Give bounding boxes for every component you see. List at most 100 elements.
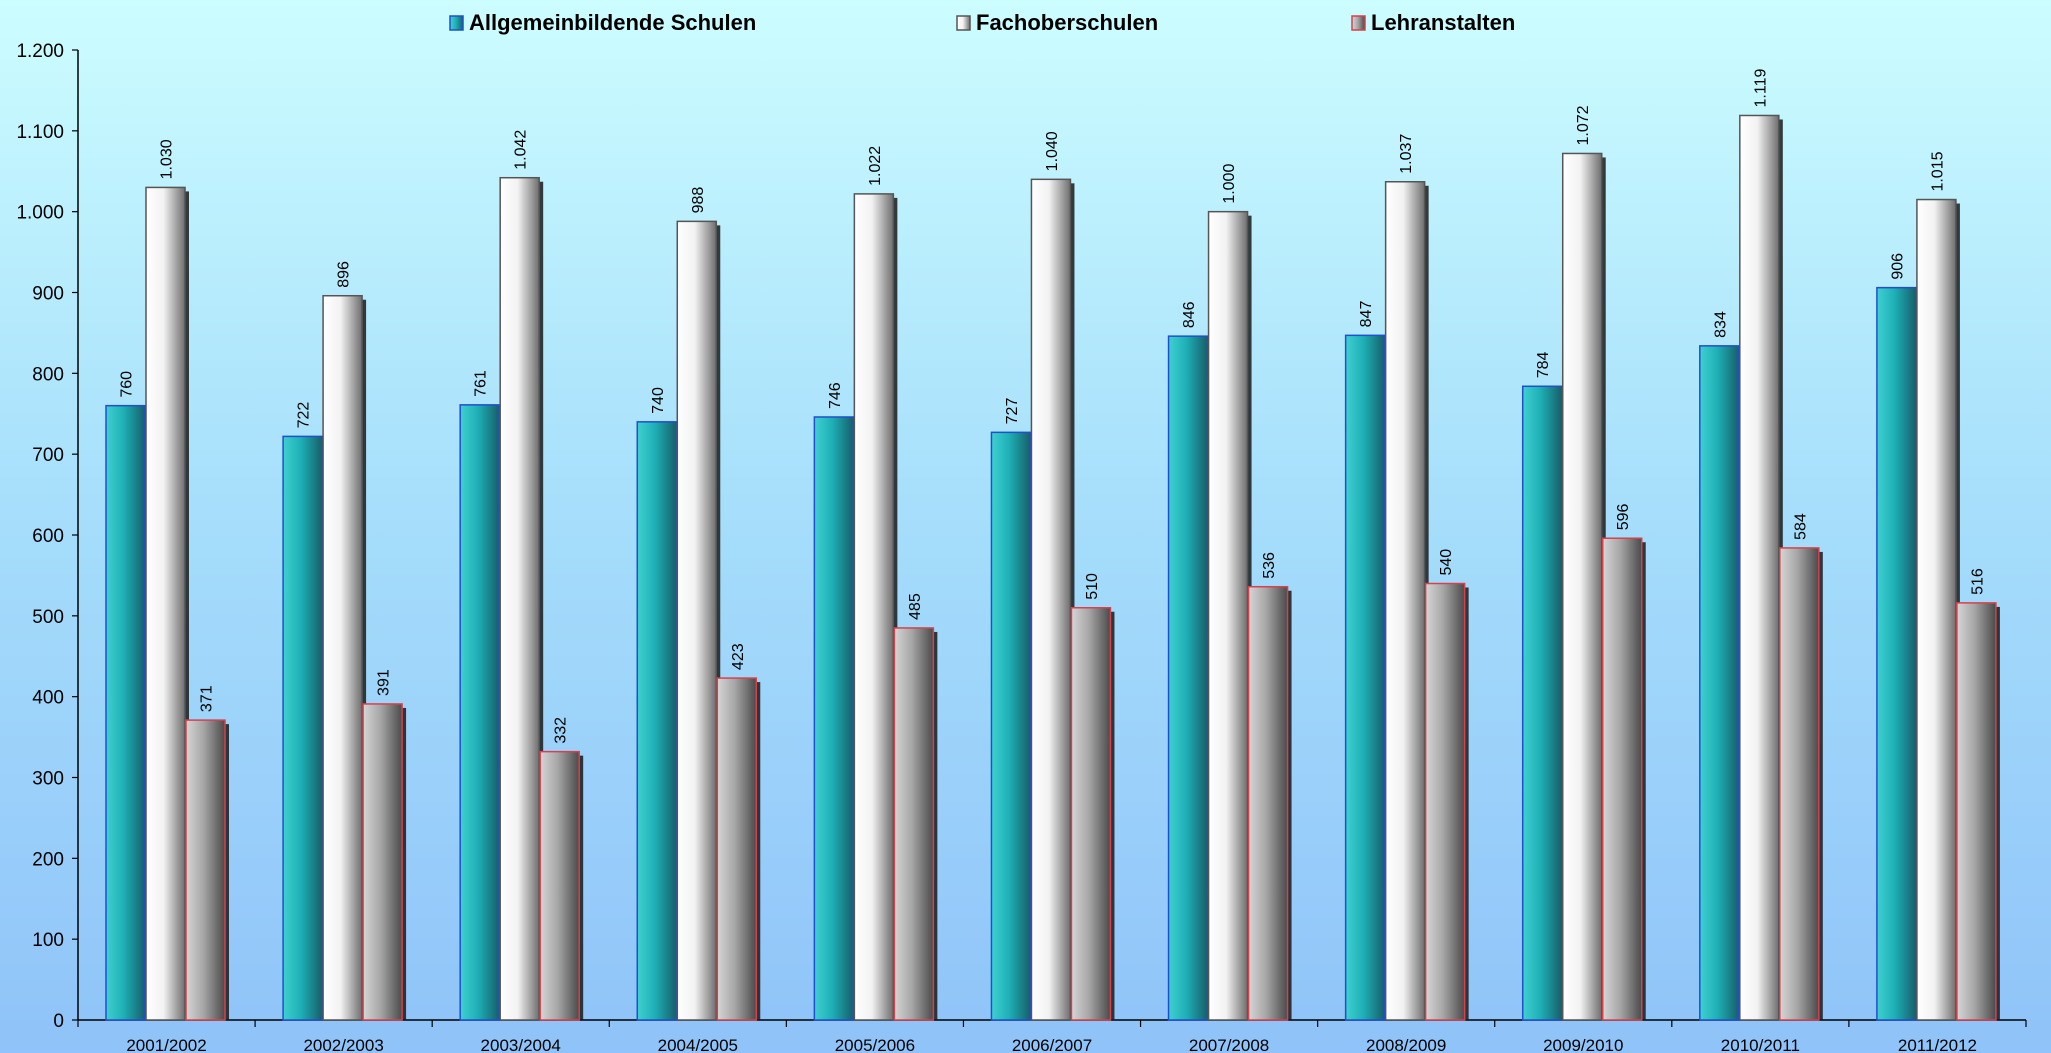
bar [1344,334,1386,1021]
data-label: 510 [1084,573,1101,600]
data-label: 540 [1438,549,1455,576]
y-tick-label: 800 [32,364,64,385]
bar [636,421,678,1021]
y-tick-label: 300 [32,769,64,790]
y-tick-label: 500 [32,607,64,628]
bar [1207,210,1249,1021]
data-label: 988 [690,187,707,214]
bar [1384,181,1426,1021]
data-label: 596 [1615,503,1632,530]
data-label: 332 [553,717,570,744]
bar [539,750,580,1021]
bar [1521,385,1563,1021]
x-category-label: 2007/2008 [1189,1036,1269,1053]
y-tick-label: 1.100 [16,122,64,143]
y-tick-label: 600 [32,526,64,547]
data-label: 584 [1792,513,1809,540]
bar [813,416,855,1021]
bar [716,677,758,1021]
y-tick-label: 200 [32,849,64,870]
data-label: 516 [1969,568,1986,595]
bar [1739,114,1780,1021]
bar [1916,198,1957,1021]
x-category-label: 2009/2010 [1543,1036,1623,1053]
data-label: 1.040 [1044,131,1061,171]
bar [676,220,718,1021]
data-label: 722 [296,402,313,429]
bar [322,294,363,1021]
data-label: 740 [650,387,667,414]
bar [1699,345,1740,1021]
data-label: 1.042 [513,130,530,170]
x-category-label: 2005/2006 [835,1036,915,1053]
bar [459,404,500,1021]
bar [1070,607,1112,1021]
bar [499,176,540,1021]
legend-swatch [956,15,971,31]
data-labels: 760 1.030 371 722 896 391 761 1.042 332 740 988 423… [119,69,1987,744]
data-label: 423 [730,643,747,670]
legend-swatch [449,15,464,31]
data-label: 727 [1004,398,1021,425]
data-label: 485 [907,593,924,620]
data-label: 896 [336,261,353,288]
data-label: 1.037 [1398,134,1415,174]
bar [1424,582,1466,1021]
bars [105,114,2000,1021]
data-label: 847 [1358,301,1375,328]
data-label: 746 [827,382,844,409]
data-label: 1.015 [1929,151,1946,191]
y-tick-label: 700 [32,445,64,466]
bar [1956,602,1997,1021]
data-label: 846 [1181,301,1198,328]
legend-label: Allgemeinbildende Schulen [469,10,756,35]
bar [893,627,935,1021]
data-label: 761 [473,370,490,397]
data-label: 1.119 [1752,69,1769,108]
bar [145,186,186,1021]
data-label: 1.022 [867,146,884,186]
legend-swatch [1351,15,1366,31]
bar [1876,286,1917,1021]
x-category-label: 2010/2011 [1721,1036,1800,1053]
x-category-label: 2001/2002 [126,1036,206,1053]
data-label: 1.072 [1575,105,1592,145]
bar [362,703,403,1021]
bar [1030,178,1072,1021]
bar [185,719,226,1021]
y-tick-label: 900 [32,284,64,305]
x-category-label: 2008/2009 [1366,1036,1446,1053]
x-category-label: 2011/2012 [1898,1036,1977,1053]
y-tick-label: 400 [32,688,64,709]
data-label: 391 [376,669,393,696]
bar [1601,537,1643,1021]
bar [990,431,1032,1021]
bar [1167,335,1209,1021]
x-category-label: 2003/2004 [481,1036,561,1053]
data-label: 1.000 [1221,164,1238,204]
y-tick-label: 0 [53,1011,64,1032]
data-label: 1.030 [159,139,176,179]
data-label: 784 [1535,351,1552,378]
legend: Allgemeinbildende Schulen Fachoberschulen… [449,10,1515,35]
legend-label: Lehranstalten [1371,10,1515,35]
data-label: 834 [1712,311,1729,338]
data-label: 371 [199,685,216,712]
bar [105,404,146,1021]
y-tick-label: 1.000 [16,203,64,224]
data-label: 536 [1261,552,1278,579]
axes: 0 100 200 300 400 500 600 700 800 900 1.000 1.100 1.… [16,41,2027,1053]
data-label: 906 [1889,253,1906,280]
y-tick-label: 100 [32,930,64,951]
bar [853,193,895,1021]
x-category-label: 2006/2007 [1012,1036,1092,1053]
y-tick-label: 1.200 [16,41,64,62]
data-label: 760 [119,371,136,398]
x-category-label: 2004/2005 [658,1036,738,1053]
x-category-label: 2002/2003 [303,1036,383,1053]
bar [1779,547,1820,1021]
bar [1247,585,1289,1021]
bar [282,435,323,1021]
legend-label: Fachoberschulen [976,10,1158,35]
